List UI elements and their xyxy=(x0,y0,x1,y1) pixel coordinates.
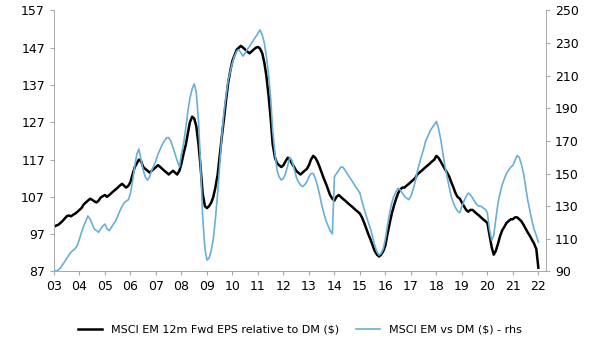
Line: MSCI EM 12m Fwd EPS relative to DM ($): MSCI EM 12m Fwd EPS relative to DM ($) xyxy=(54,46,538,268)
MSCI EM 12m Fwd EPS relative to DM ($) xyxy=(173,172,181,176)
MSCI EM 12m Fwd EPS relative to DM ($) xyxy=(486,232,493,236)
MSCI EM vs DM ($) - rhs xyxy=(346,175,353,179)
MSCI EM vs DM ($) - rhs xyxy=(344,172,351,176)
MSCI EM 12m Fwd EPS relative to DM ($) xyxy=(237,44,244,48)
MSCI EM vs DM ($) - rhs xyxy=(176,165,183,169)
MSCI EM vs DM ($) - rhs xyxy=(256,28,263,32)
MSCI EM vs DM ($) - rhs xyxy=(52,269,59,274)
MSCI EM vs DM ($) - rhs xyxy=(50,268,58,272)
MSCI EM 12m Fwd EPS relative to DM ($) xyxy=(50,224,58,229)
MSCI EM 12m Fwd EPS relative to DM ($) xyxy=(341,198,349,203)
Line: MSCI EM vs DM ($) - rhs: MSCI EM vs DM ($) - rhs xyxy=(54,30,538,271)
MSCI EM vs DM ($) - rhs xyxy=(290,167,298,171)
MSCI EM 12m Fwd EPS relative to DM ($) xyxy=(288,161,295,165)
Legend: MSCI EM 12m Fwd EPS relative to DM ($), MSCI EM vs DM ($) - rhs: MSCI EM 12m Fwd EPS relative to DM ($), … xyxy=(73,320,527,339)
MSCI EM vs DM ($) - rhs xyxy=(488,238,496,243)
MSCI EM vs DM ($) - rhs xyxy=(535,240,542,244)
MSCI EM vs DM ($) - rhs xyxy=(129,180,136,184)
MSCI EM 12m Fwd EPS relative to DM ($) xyxy=(535,266,542,270)
MSCI EM 12m Fwd EPS relative to DM ($) xyxy=(127,180,134,184)
MSCI EM 12m Fwd EPS relative to DM ($) xyxy=(344,200,351,205)
